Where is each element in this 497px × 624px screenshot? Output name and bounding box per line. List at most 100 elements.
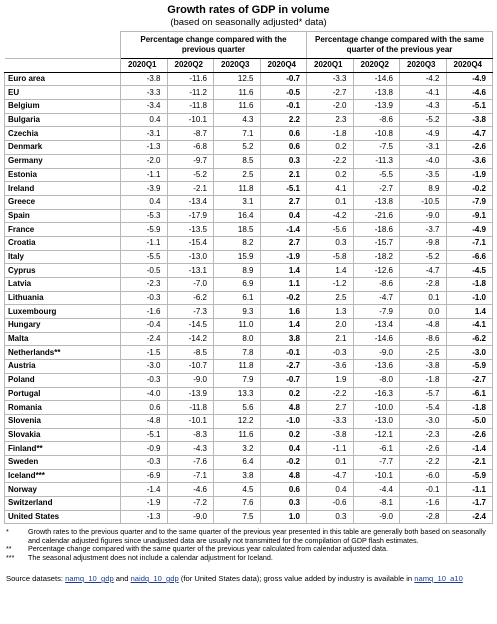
- table-row: Denmark -1.3 -6.8 5.2 0.6 0.2 -7.5 -3.1 -2.6: [4, 140, 493, 155]
- value-cell: -3.0: [120, 359, 168, 374]
- source-text: Source datasets:: [6, 574, 66, 583]
- quarter-header: 2020Q3: [213, 58, 261, 73]
- value-cell: -5.9: [120, 222, 168, 237]
- value-cell: 12.2: [213, 413, 261, 429]
- country-name: Denmark: [4, 140, 121, 155]
- value-cell: -0.2: [445, 181, 493, 196]
- value-cell: -4.2: [306, 208, 354, 224]
- value-cell: -10.0: [352, 400, 400, 415]
- value-cell: -8.3: [166, 427, 214, 443]
- value-cell: -3.3: [306, 413, 354, 429]
- footnote-text: Growth rates to the previous quarter and…: [28, 527, 486, 545]
- dataset-link[interactable]: naidq_10_gdp: [130, 574, 179, 583]
- value-cell: -9.0: [352, 345, 400, 361]
- value-cell: -5.0: [445, 413, 493, 429]
- table-row: Slovakia -5.1 -8.3 11.6 0.2 -3.8 -12.1 -2.3 -2.6: [4, 427, 493, 443]
- value-cell: -10.1: [166, 112, 214, 128]
- value-cell: -5.8: [306, 249, 354, 265]
- quarter-header: 2020Q2: [166, 58, 214, 73]
- value-cell: -6.8: [166, 140, 214, 155]
- table-row: Norway -1.4 -4.6 4.5 0.6 0.4 -4.4 -0.1 -1.1: [4, 482, 493, 497]
- country-name: Norway: [4, 482, 121, 497]
- value-cell: -13.4: [166, 194, 214, 210]
- value-cell: 3.1: [213, 194, 261, 210]
- footnote: ** Percentage change compared with the sa…: [6, 544, 491, 554]
- footnote: * Growth rates to the previous quarter an…: [6, 528, 491, 545]
- value-cell: -1.1: [120, 235, 168, 251]
- footnote-mark: ***: [6, 552, 15, 562]
- value-cell: -10.5: [399, 194, 447, 210]
- value-cell: 4.1: [306, 181, 354, 196]
- quarter-header: 2020Q1: [120, 58, 168, 73]
- country-name: United States: [4, 509, 121, 525]
- value-cell: 0.6: [120, 400, 168, 415]
- value-cell: 7.6: [213, 496, 261, 511]
- value-cell: -3.4: [120, 99, 168, 114]
- value-cell: -5.5: [352, 167, 400, 183]
- table-row: Austria -3.0 -10.7 11.8 -2.7 -3.6 -13.6 -3.8 -5.…: [4, 359, 493, 374]
- value-cell: -1.0: [445, 290, 493, 306]
- value-cell: -0.1: [259, 345, 307, 361]
- value-cell: -6.2: [445, 331, 493, 347]
- value-cell: -3.1: [120, 126, 168, 142]
- value-cell: -14.6: [352, 331, 400, 347]
- value-cell: -3.0: [399, 413, 447, 429]
- value-cell: -1.8: [399, 372, 447, 388]
- value-cell: -1.9: [120, 496, 168, 511]
- dataset-link[interactable]: namq_10_gdp: [65, 574, 114, 583]
- dataset-link[interactable]: namq_10_a10: [414, 574, 463, 583]
- value-cell: -2.1: [445, 454, 493, 470]
- value-cell: -12.6: [352, 263, 400, 278]
- value-cell: -2.0: [120, 153, 168, 169]
- value-cell: -11.3: [352, 153, 400, 169]
- country-name: Switzerland: [4, 496, 121, 511]
- value-cell: -2.3: [120, 277, 168, 292]
- footnote-mark: *: [6, 527, 9, 537]
- value-cell: 11.6: [213, 85, 261, 101]
- value-cell: -3.6: [445, 153, 493, 169]
- value-cell: 7.8: [213, 345, 261, 361]
- subtitle: (based on seasonally adjusted* data): [170, 17, 327, 28]
- value-cell: 3.2: [213, 441, 261, 456]
- table-row: Cyprus -0.5 -13.1 8.9 1.4 1.4 -12.6 -4.7 -4.5: [4, 263, 493, 278]
- table-row: Ireland -3.9 -2.1 11.8 -5.1 4.1 -2.7 8.9 -0.2: [4, 181, 493, 196]
- value-cell: -3.8: [120, 71, 168, 87]
- country-name: Euro area: [4, 71, 121, 87]
- value-cell: -1.8: [306, 126, 354, 142]
- quarter-header: 2020Q3: [399, 58, 447, 73]
- value-cell: -4.5: [445, 263, 493, 278]
- footnote-mark: **: [6, 544, 12, 554]
- country-name: Czechia: [4, 126, 121, 142]
- value-cell: -3.3: [120, 85, 168, 101]
- country-name: Slovakia: [4, 427, 121, 443]
- value-cell: -12.1: [352, 427, 400, 443]
- value-cell: -4.3: [166, 441, 214, 456]
- value-cell: -10.1: [166, 413, 214, 429]
- value-cell: -9.0: [399, 208, 447, 224]
- table-row: Sweden -0.3 -7.6 6.4 -0.2 0.1 -7.7 -2.2 -2.1: [4, 454, 493, 470]
- value-cell: -0.5: [120, 263, 168, 278]
- table-row: Czechia -3.1 -8.7 7.1 0.6 -1.8 -10.8 -4.9 -4.7: [4, 126, 493, 142]
- value-cell: -1.4: [259, 222, 307, 237]
- value-cell: -4.0: [120, 386, 168, 402]
- value-cell: -5.7: [399, 386, 447, 402]
- value-cell: -10.7: [166, 359, 214, 374]
- value-cell: -7.1: [166, 468, 214, 484]
- country-name: Ireland: [4, 181, 121, 196]
- value-cell: 2.2: [259, 112, 307, 128]
- value-cell: 0.6: [259, 482, 307, 497]
- value-cell: 2.1: [306, 331, 354, 347]
- table-row: Netherlands** -1.5 -8.5 7.8 -0.1 -0.3 -9.0 -2.5…: [4, 345, 493, 361]
- value-cell: 4.3: [213, 112, 261, 128]
- value-cell: -0.1: [399, 482, 447, 497]
- value-cell: 0.6: [259, 126, 307, 142]
- value-cell: 1.0: [259, 509, 307, 525]
- gdp-table: Percentage change compared with the prev…: [4, 31, 493, 525]
- country-name: Malta: [4, 331, 121, 347]
- value-cell: -11.2: [166, 85, 214, 101]
- value-cell: 13.3: [213, 386, 261, 402]
- value-cell: 0.1: [399, 290, 447, 306]
- value-cell: -4.9: [445, 71, 493, 87]
- value-cell: 6.4: [213, 454, 261, 470]
